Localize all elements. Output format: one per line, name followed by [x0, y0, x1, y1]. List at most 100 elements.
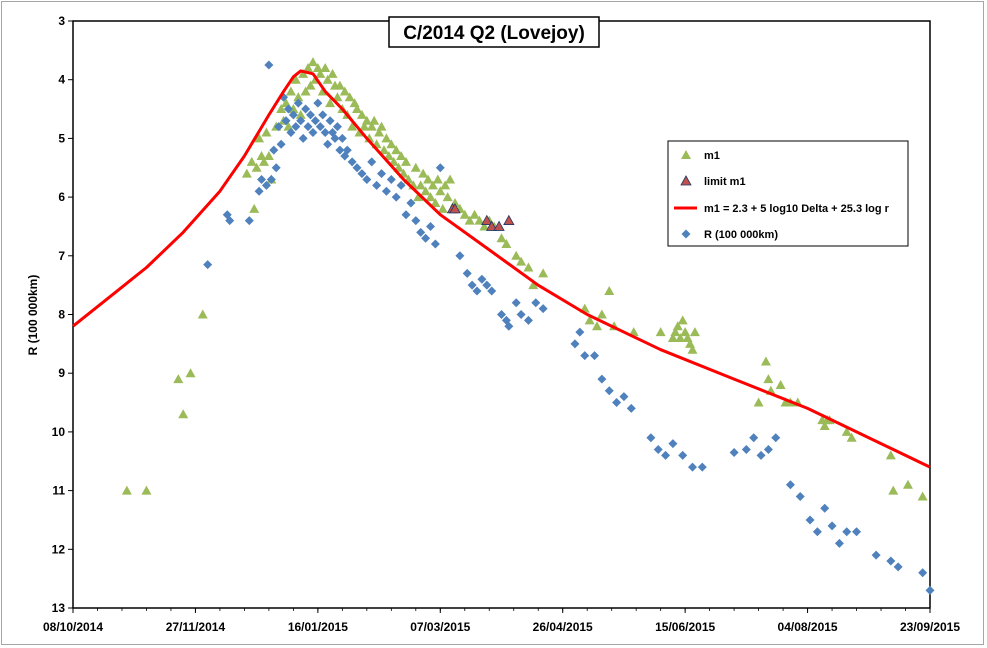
data-point — [283, 104, 293, 114]
data-point — [293, 92, 304, 102]
data-point — [366, 121, 377, 131]
data-point — [246, 156, 257, 166]
data-point — [271, 163, 281, 173]
data-point — [332, 122, 342, 132]
data-point — [254, 186, 264, 196]
legend-label: m1 — [704, 150, 720, 162]
data-point — [320, 62, 331, 72]
data-point — [244, 216, 254, 226]
y-tick-label: 11 — [52, 484, 65, 498]
x-tick-label: 26/04/2015 — [533, 620, 593, 634]
data-point — [386, 139, 397, 149]
data-point — [288, 110, 298, 120]
chart-title-box: C/2014 Q2 (Lovejoy) — [388, 16, 600, 48]
data-point — [487, 286, 497, 296]
data-point — [415, 180, 426, 190]
data-point — [729, 447, 739, 457]
data-point — [185, 368, 196, 378]
data-point — [626, 403, 636, 413]
data-point — [771, 433, 781, 443]
data-point — [775, 379, 786, 389]
y-tick-label: 6 — [58, 190, 65, 204]
data-point — [469, 209, 480, 219]
data-point — [383, 151, 394, 161]
data-point — [852, 527, 862, 537]
data-point — [276, 104, 287, 114]
data-point — [421, 233, 431, 243]
data-point — [396, 180, 406, 190]
data-point — [381, 186, 391, 196]
data-point — [274, 122, 284, 132]
x-tick-label: 08/10/2014 — [43, 620, 103, 634]
data-point — [760, 356, 771, 366]
data-point — [285, 86, 296, 96]
data-point — [303, 122, 313, 132]
data-point — [785, 480, 795, 490]
data-point — [269, 145, 279, 155]
data-point — [445, 174, 456, 184]
data-point — [459, 209, 470, 219]
data-point — [661, 450, 671, 460]
series-0 — [121, 57, 928, 501]
data-point — [413, 192, 424, 202]
series-1 — [446, 203, 515, 231]
data-point — [917, 491, 928, 501]
data-point — [423, 174, 434, 184]
data-point — [298, 68, 309, 78]
data-point — [741, 445, 751, 455]
data-point — [580, 351, 590, 361]
data-point — [675, 332, 686, 342]
data-point — [653, 445, 663, 455]
data-point — [141, 485, 152, 495]
data-point — [332, 92, 343, 102]
data-point — [257, 174, 267, 184]
data-point — [503, 214, 515, 225]
data-point — [841, 426, 852, 436]
data-point — [361, 115, 372, 125]
data-point — [315, 122, 325, 132]
data-point — [437, 203, 448, 213]
data-point — [523, 262, 534, 272]
data-point — [442, 192, 453, 202]
data-point — [291, 122, 301, 132]
data-point — [430, 197, 441, 207]
model-curve — [72, 69, 931, 469]
y-tick-label: 10 — [52, 425, 66, 439]
series-2 — [72, 69, 931, 469]
series-layer — [72, 57, 935, 595]
data-point — [888, 485, 899, 495]
data-point — [462, 268, 472, 278]
data-point — [401, 156, 412, 166]
data-point — [337, 133, 347, 143]
data-point — [406, 198, 416, 208]
data-point — [885, 450, 896, 460]
data-point — [842, 527, 852, 537]
data-point — [418, 168, 429, 178]
data-point — [303, 62, 314, 72]
data-point — [352, 163, 362, 173]
data-point — [432, 174, 443, 184]
data-point — [298, 133, 308, 143]
data-point — [254, 133, 265, 143]
chart-title: C/2014 Q2 (Lovejoy) — [403, 23, 585, 44]
data-point — [381, 133, 392, 143]
data-point — [376, 121, 387, 131]
data-point — [902, 479, 913, 489]
data-point — [455, 251, 465, 261]
y-tick-label: 4 — [58, 73, 65, 87]
data-point — [264, 60, 274, 70]
data-point — [327, 68, 338, 78]
data-point — [479, 221, 490, 231]
data-point — [427, 180, 438, 190]
data-point — [263, 151, 274, 161]
data-point — [266, 174, 276, 184]
legend-label: R (100 000km) — [704, 229, 778, 241]
data-point — [756, 450, 766, 460]
data-point — [281, 116, 291, 126]
data-point — [249, 203, 260, 213]
data-point — [472, 286, 482, 296]
data-point — [173, 374, 184, 384]
data-point — [357, 169, 367, 179]
